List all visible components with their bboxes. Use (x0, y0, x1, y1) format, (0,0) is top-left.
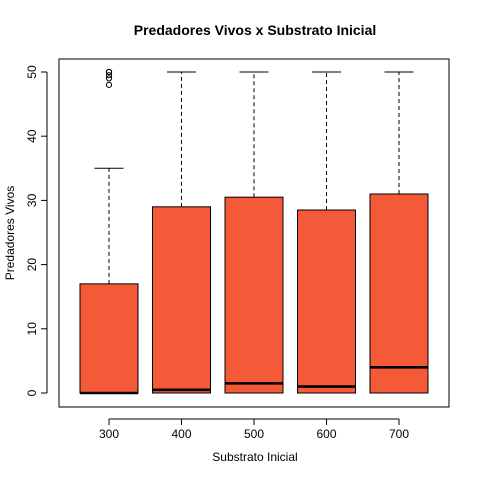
x-tick-label: 300 (99, 427, 119, 441)
y-axis: 0 10 20 30 40 50 (25, 65, 48, 396)
box-iqr (297, 209, 356, 394)
outlier-point (105, 68, 113, 76)
outlier-point (105, 75, 113, 82)
outlier-point (105, 81, 113, 88)
box-group-300 (79, 68, 139, 395)
box-group-500 (224, 71, 284, 394)
x-tick-label: 400 (171, 427, 191, 441)
y-tick-label: 50 (25, 65, 39, 79)
y-tick-label: 40 (25, 129, 39, 143)
box-iqr (224, 196, 284, 394)
outlier-point (105, 72, 113, 79)
box-group-400 (152, 71, 211, 394)
x-tick-label: 700 (389, 427, 409, 441)
x-axis: 300 400 500 600 700 (99, 418, 409, 441)
x-tick-label: 500 (244, 427, 264, 441)
y-axis-label: Predadores Vivos (3, 186, 17, 281)
y-tick-label: 10 (25, 322, 39, 336)
box-iqr (79, 283, 139, 394)
y-tick-label: 0 (25, 389, 39, 396)
box-group-600 (297, 71, 356, 394)
chart-title: Predadores Vivos x Substrato Inicial (134, 22, 377, 38)
box-group-700 (369, 71, 429, 394)
box-iqr (369, 193, 429, 394)
x-axis-label: Substrato Inicial (212, 450, 297, 464)
plot-frame (58, 58, 450, 408)
box-iqr (152, 206, 211, 394)
y-tick-label: 20 (25, 258, 39, 272)
x-tick-label: 600 (316, 427, 336, 441)
y-tick-label: 30 (25, 193, 39, 207)
plot-area (79, 68, 429, 395)
